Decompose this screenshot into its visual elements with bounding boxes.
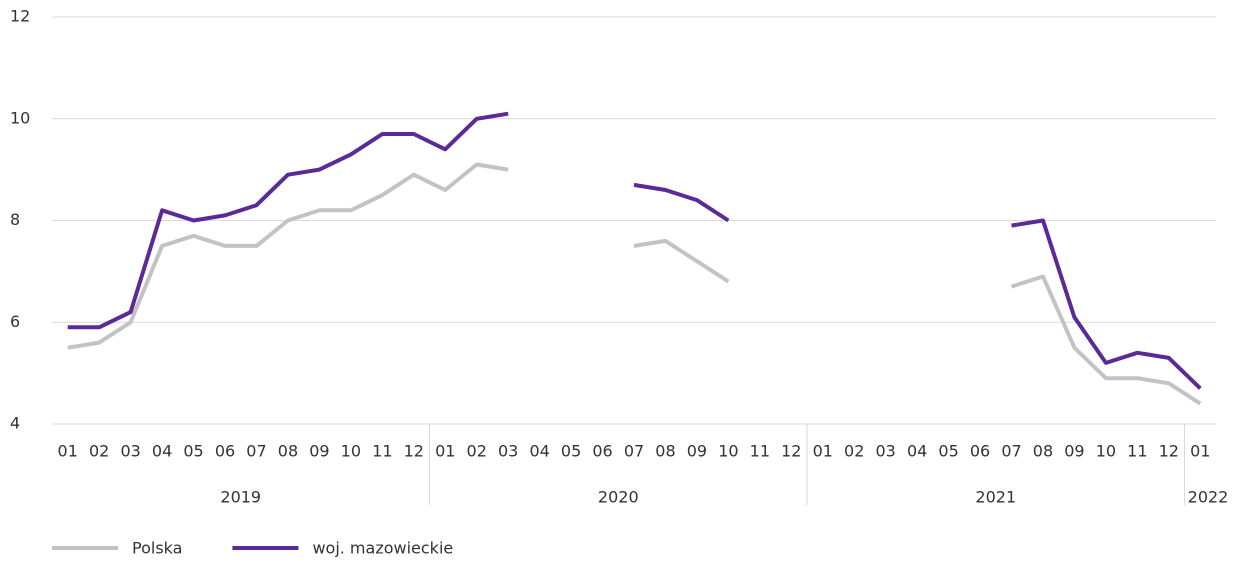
- x-tick-label: 05: [561, 442, 581, 461]
- x-tick-label: 02: [89, 442, 109, 461]
- x-tick-label: 12: [1159, 442, 1179, 461]
- x-tick-label: 01: [58, 442, 78, 461]
- x-tick-label: 08: [278, 442, 298, 461]
- group-label: 2019: [220, 488, 261, 507]
- x-tick-label: 10: [1096, 442, 1116, 461]
- group-label: 2022: [1188, 488, 1229, 507]
- y-tick-label: 6: [10, 312, 20, 331]
- x-tick-label: 06: [215, 442, 235, 461]
- legend-label: woj. mazowieckie: [312, 539, 453, 558]
- x-tick-label: 11: [1127, 442, 1147, 461]
- x-tick-label: 11: [372, 442, 392, 461]
- x-tick-label: 02: [467, 442, 487, 461]
- x-tick-label: 06: [592, 442, 612, 461]
- x-tick-label: 07: [246, 442, 266, 461]
- group-label: 2021: [975, 488, 1016, 507]
- series-line: [67, 111, 1202, 390]
- x-tick-label: 10: [718, 442, 738, 461]
- y-tick-label: 8: [10, 210, 20, 229]
- x-tick-label: 04: [907, 442, 927, 461]
- x-tick-label: 04: [529, 442, 549, 461]
- group-label: 2020: [598, 488, 639, 507]
- x-tick-label: 04: [152, 442, 172, 461]
- x-tick-label: 01: [435, 442, 455, 461]
- x-tick-label: 09: [687, 442, 707, 461]
- x-tick-label: 08: [655, 442, 675, 461]
- x-tick-label: 07: [1001, 442, 1021, 461]
- y-tick-label: 10: [10, 108, 30, 127]
- y-tick-label: 12: [10, 7, 30, 26]
- x-tick-label: 01: [1190, 442, 1210, 461]
- x-tick-label: 10: [341, 442, 361, 461]
- x-tick-label: 06: [970, 442, 990, 461]
- x-tick-label: 09: [309, 442, 329, 461]
- x-tick-label: 12: [781, 442, 801, 461]
- x-tick-label: 07: [624, 442, 644, 461]
- x-tick-label: 02: [844, 442, 864, 461]
- x-tick-label: 08: [1033, 442, 1053, 461]
- y-tick-label: 4: [10, 414, 20, 433]
- x-tick-label: 05: [183, 442, 203, 461]
- series-line: [67, 162, 1202, 406]
- x-tick-label: 05: [938, 442, 958, 461]
- x-tick-label: 12: [404, 442, 424, 461]
- x-tick-label: 03: [875, 442, 895, 461]
- x-tick-label: 09: [1064, 442, 1084, 461]
- x-tick-label: 11: [750, 442, 770, 461]
- x-tick-label: 03: [120, 442, 140, 461]
- x-tick-label: 01: [813, 442, 833, 461]
- x-tick-label: 03: [498, 442, 518, 461]
- legend-label: Polska: [132, 539, 182, 558]
